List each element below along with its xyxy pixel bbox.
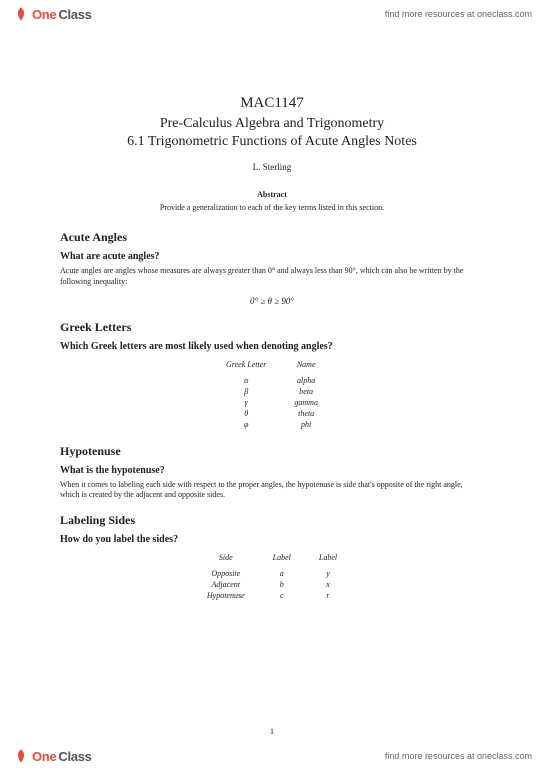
- logo-top: OneClass: [12, 5, 92, 23]
- table-row: βbeta: [212, 386, 332, 397]
- sides-col-2: Label: [305, 551, 351, 568]
- heading-hyp: Hypotenuse: [60, 444, 484, 459]
- logo-text-one: One: [32, 7, 56, 22]
- course-title: Pre-Calculus Algebra and Trigonometry: [60, 116, 484, 132]
- table-cell: Opposite: [193, 568, 259, 579]
- greek-table: Greek Letter Name αalphaβbetaγgammaθthet…: [212, 358, 332, 430]
- sides-col-1: Label: [259, 551, 305, 568]
- logo-text-class: Class: [58, 749, 91, 764]
- table-cell: phi: [280, 419, 332, 430]
- leaf-icon: [12, 747, 30, 765]
- table-cell: c: [259, 590, 305, 601]
- document-page: MAC1147 Pre-Calculus Algebra and Trigono…: [0, 0, 544, 655]
- table-cell: gamma: [280, 397, 332, 408]
- sub-acute: What are acute angles?: [60, 251, 484, 262]
- logo-text-class: Class: [58, 7, 91, 22]
- header-bar: OneClass find more resources at oneclass…: [0, 0, 544, 28]
- body-acute: Acute angles are angles whose measures a…: [60, 266, 484, 288]
- sub-greek: Which Greek letters are most likely used…: [60, 341, 484, 352]
- table-cell: β: [212, 386, 280, 397]
- formula-acute: 0° ≥ θ ≥ 90°: [60, 296, 484, 306]
- greek-col-1: Name: [280, 358, 332, 375]
- author: L. Sterling: [60, 162, 484, 172]
- table-cell: φ: [212, 419, 280, 430]
- sub-label: How do you label the sides?: [60, 534, 484, 545]
- table-cell: θ: [212, 408, 280, 419]
- table-row: Oppositeay: [193, 568, 351, 579]
- sub-hyp: What is the hypotenuse?: [60, 465, 484, 476]
- table-row: Hypotenusecr: [193, 590, 351, 601]
- table-cell: Adjacent: [193, 579, 259, 590]
- table-row: φphi: [212, 419, 332, 430]
- logo-text-one: One: [32, 749, 56, 764]
- table-cell: γ: [212, 397, 280, 408]
- greek-col-0: Greek Letter: [212, 358, 280, 375]
- table-cell: x: [305, 579, 351, 590]
- table-cell: theta: [280, 408, 332, 419]
- table-row: αalpha: [212, 375, 332, 386]
- heading-greek: Greek Letters: [60, 320, 484, 335]
- table-cell: y: [305, 568, 351, 579]
- sides-table: Side Label Label OppositeayAdjacentbxHyp…: [193, 551, 351, 601]
- heading-acute: Acute Angles: [60, 230, 484, 245]
- table-cell: alpha: [280, 375, 332, 386]
- section-title: 6.1 Trigonometric Functions of Acute Ang…: [60, 134, 484, 150]
- heading-label: Labeling Sides: [60, 513, 484, 528]
- table-cell: r: [305, 590, 351, 601]
- page-number: 1: [0, 727, 544, 736]
- title-block: MAC1147 Pre-Calculus Algebra and Trigono…: [60, 95, 484, 212]
- logo-bottom: OneClass: [12, 747, 92, 765]
- table-cell: α: [212, 375, 280, 386]
- leaf-icon: [12, 5, 30, 23]
- table-row: θtheta: [212, 408, 332, 419]
- footer-bar: OneClass find more resources at oneclass…: [0, 742, 544, 770]
- abstract-label: Abstract: [60, 190, 484, 199]
- table-cell: b: [259, 579, 305, 590]
- sides-col-0: Side: [193, 551, 259, 568]
- resource-link-top[interactable]: find more resources at oneclass.com: [385, 9, 532, 19]
- body-hyp: When it comes to labeling each side with…: [60, 480, 484, 502]
- course-code: MAC1147: [60, 95, 484, 112]
- table-cell: Hypotenuse: [193, 590, 259, 601]
- resource-link-bottom[interactable]: find more resources at oneclass.com: [385, 751, 532, 761]
- abstract-text: Provide a generalization to each of the …: [60, 203, 484, 212]
- table-row: γgamma: [212, 397, 332, 408]
- table-cell: a: [259, 568, 305, 579]
- table-row: Adjacentbx: [193, 579, 351, 590]
- table-cell: beta: [280, 386, 332, 397]
